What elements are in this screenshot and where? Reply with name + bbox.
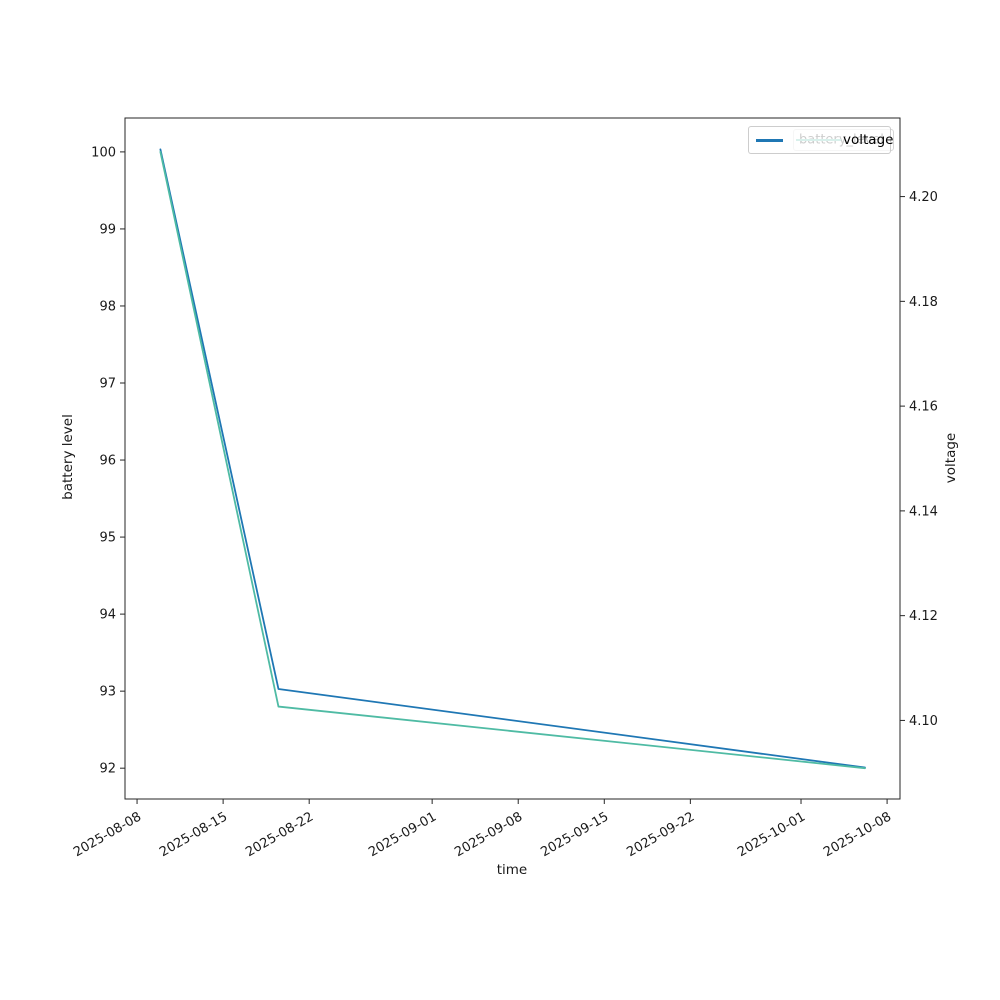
y-axis-label-right: voltage [943, 432, 959, 484]
x-tick-label: 2025-09-08 [452, 809, 525, 860]
y-left-tick-label: 96 [99, 454, 116, 469]
series-battery_level [159, 150, 866, 770]
y-right-tick-label: 4.16 [909, 400, 938, 415]
x-tick-label: 2025-09-01 [366, 809, 439, 860]
y-right-tick-label: 4.14 [909, 504, 938, 519]
y-axis-label-left: battery level [60, 414, 76, 500]
y-right-tick-label: 4.20 [909, 190, 938, 205]
x-axis-label: time [496, 862, 528, 878]
x-tick-label: 2025-10-08 [821, 809, 894, 860]
y-right-tick-label: 4.18 [909, 295, 938, 310]
y-left-tick-label: 94 [99, 608, 116, 623]
x-tick-label: 2025-08-22 [243, 809, 316, 860]
series-voltage [159, 148, 866, 769]
y-right-tick-label: 4.10 [909, 714, 938, 729]
y-left-tick-label: 93 [99, 685, 116, 700]
legend-voltage-line-sample [756, 139, 783, 142]
x-tick-label: 2025-09-22 [624, 809, 697, 860]
legend-voltage-label: voltage [843, 132, 894, 148]
axes-frame [124, 117, 901, 800]
x-tick-label: 2025-08-15 [157, 809, 230, 860]
y-left-tick-label: 99 [99, 222, 116, 237]
x-tick-label: 2025-08-08 [71, 809, 144, 860]
x-tick-label: 2025-10-01 [735, 809, 808, 860]
y-left-tick-label: 95 [99, 531, 116, 546]
y-left-tick-label: 98 [99, 299, 116, 314]
legend-voltage: voltage [748, 126, 894, 154]
y-left-tick-label: 92 [99, 762, 116, 777]
y-left-tick-label: 100 [91, 145, 116, 160]
y-right-tick-label: 4.12 [909, 609, 938, 624]
y-left-tick-label: 97 [99, 377, 116, 392]
x-tick-label: 2025-09-15 [538, 809, 611, 860]
